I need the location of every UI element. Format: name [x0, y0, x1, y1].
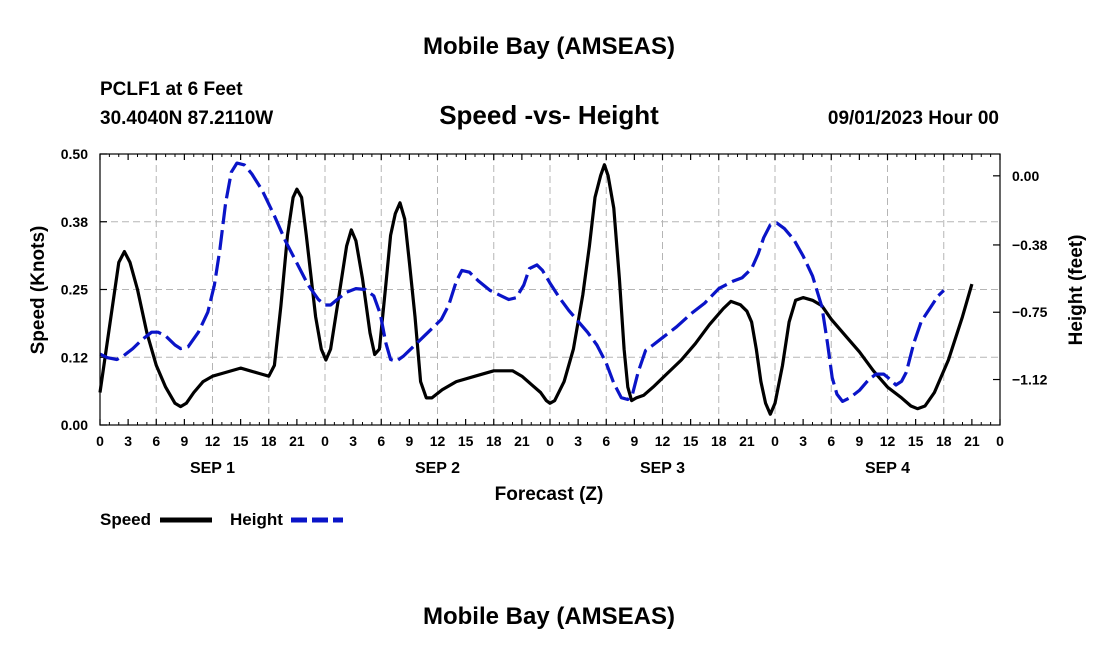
x-tick-label: 12: [655, 433, 671, 449]
series-line-height: [99, 161, 945, 403]
x-tick-label: 9: [180, 433, 188, 449]
y-tick-label: 0.50: [61, 146, 88, 162]
x-tick-label: 9: [405, 433, 413, 449]
x-tick-label: 0: [546, 433, 554, 449]
series-line-speed: [98, 163, 974, 416]
day-label: SEP 2: [415, 460, 460, 477]
y-tick-label: 0.25: [61, 282, 88, 298]
x-tick-label: 21: [964, 433, 980, 449]
x-tick-label: 3: [574, 433, 582, 449]
x-tick-label: 15: [908, 433, 924, 449]
tick-labels: 0 3 6 9 12 15 18 21 0 3 6 9 12 15 18 21 0 3 6 9 12 15 18 21 0 3 6 9…: [61, 146, 1048, 477]
station-label: PCLF1 at 6 Feet: [100, 79, 243, 100]
y2-tick-label: −1.12: [1012, 372, 1048, 388]
x-tick-label: 9: [855, 433, 863, 449]
chart-subtitle: Speed -vs- Height: [439, 100, 659, 130]
x-tick-label: 18: [936, 433, 952, 449]
x-tick-label: 12: [205, 433, 221, 449]
y2-tick-label: 0.00: [1012, 168, 1039, 184]
x-tick-label: 0: [771, 433, 779, 449]
x-tick-label: 9: [630, 433, 638, 449]
x-axis-title: Forecast (Z): [495, 484, 604, 505]
x-tick-label: 0: [996, 433, 1004, 449]
coordinates-label: 30.4040N 87.2110W: [100, 108, 273, 129]
day-label: SEP 4: [865, 460, 910, 477]
x-tick-label: 6: [152, 433, 160, 449]
plot-frame: [99, 153, 1001, 426]
x-tick-label: 12: [880, 433, 896, 449]
x-tick-label: 18: [486, 433, 502, 449]
x-tick-label: 12: [430, 433, 446, 449]
legend: Speed Height: [100, 510, 343, 529]
legend-speed-label: Speed: [100, 510, 151, 529]
x-tick-label: 15: [458, 433, 474, 449]
y-tick-label: 0.00: [61, 417, 88, 433]
y2-tick-label: −0.75: [1012, 304, 1048, 320]
x-tick-label: 3: [799, 433, 807, 449]
x-tick-label: 15: [683, 433, 699, 449]
x-tick-label: 6: [602, 433, 610, 449]
x-tick-label: 0: [321, 433, 329, 449]
x-tick-label: 21: [739, 433, 755, 449]
page-title: Mobile Bay (AMSEAS): [423, 33, 675, 60]
x-tick-label: 18: [261, 433, 277, 449]
forecast-datetime: 09/01/2023 Hour 00: [828, 108, 999, 129]
legend-height-label: Height: [230, 510, 283, 529]
x-tick-label: 21: [289, 433, 305, 449]
y-tick-label: 0.38: [61, 214, 88, 230]
x-tick-label: 3: [349, 433, 357, 449]
y2-tick-label: −0.38: [1012, 237, 1048, 253]
x-tick-label: 15: [233, 433, 249, 449]
day-label: SEP 1: [190, 460, 235, 477]
x-tick-label: 3: [124, 433, 132, 449]
x-tick-label: 18: [711, 433, 727, 449]
y2-axis-title: Height (feet): [1066, 235, 1087, 346]
footer-title: Mobile Bay (AMSEAS): [423, 603, 675, 630]
y-tick-label: 0.12: [61, 349, 88, 365]
y-axis-title: Speed (Knots): [28, 226, 49, 355]
day-label: SEP 3: [640, 460, 685, 477]
plot-series: [98, 161, 974, 416]
x-tick-label: 6: [377, 433, 385, 449]
x-tick-label: 21: [514, 433, 530, 449]
x-tick-label: 0: [96, 433, 104, 449]
x-tick-label: 6: [827, 433, 835, 449]
